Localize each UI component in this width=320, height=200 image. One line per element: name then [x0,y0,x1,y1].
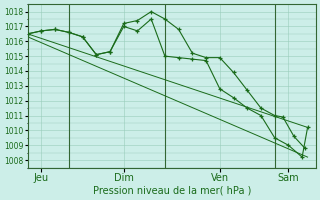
X-axis label: Pression niveau de la mer( hPa ): Pression niveau de la mer( hPa ) [92,186,251,196]
